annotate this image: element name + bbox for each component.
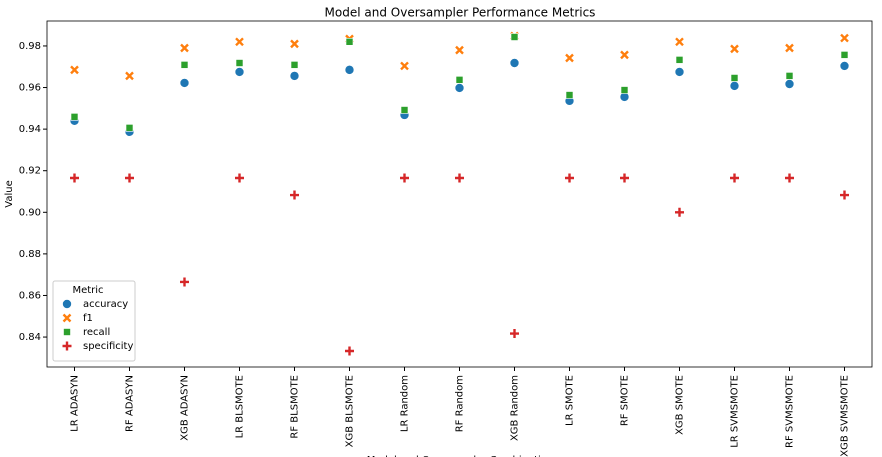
point — [675, 37, 684, 47]
point — [729, 81, 740, 91]
point — [620, 86, 629, 94]
y-tick-label: 0.92 — [19, 166, 41, 177]
legend-label: recall — [83, 327, 110, 338]
point — [730, 173, 739, 183]
x-tick-label: XGB Random — [510, 375, 521, 441]
point — [235, 37, 244, 47]
x-tick-label: XGB ADASYN — [180, 375, 191, 441]
legend-box — [52, 280, 136, 362]
point — [70, 173, 79, 183]
point — [730, 44, 739, 54]
legend-label: f1 — [83, 313, 93, 324]
x-tick-label: XGB BLSMOTE — [345, 375, 356, 447]
x-tick-label: XGB SMOTE — [675, 375, 686, 435]
y-axis-label: Value — [4, 180, 15, 207]
point — [234, 67, 245, 77]
legend: Metric accuracy f1 recall specificity — [52, 280, 136, 362]
y-tick-label: 0.96 — [19, 83, 41, 94]
point — [290, 190, 299, 200]
y-tick-label: 0.84 — [19, 332, 41, 343]
x-tick-label: LR SVMSMOTE — [730, 375, 741, 448]
point — [400, 173, 409, 183]
x-tick-label: RF SMOTE — [620, 375, 631, 426]
point — [785, 173, 794, 183]
x-tick-label: LR Random — [400, 375, 411, 432]
point — [235, 59, 244, 67]
point — [510, 33, 519, 41]
legend-label: specificity — [83, 341, 133, 352]
x-axis-label: Model and Oversampler Combination — [367, 455, 553, 457]
legend-marker — [62, 341, 72, 351]
point — [125, 124, 134, 132]
y-tick-label: 0.86 — [19, 290, 41, 301]
legend-label: accuracy — [83, 299, 128, 310]
point — [839, 61, 850, 71]
chart-title: Model and Oversampler Performance Metric… — [325, 6, 596, 20]
point — [620, 50, 629, 60]
point — [840, 190, 849, 200]
legend-marker — [62, 299, 72, 309]
point — [125, 173, 134, 183]
point — [290, 61, 299, 69]
point — [730, 74, 739, 82]
point — [455, 45, 464, 55]
x-tick-label: RF Random — [455, 375, 466, 432]
y-tick-label: 0.94 — [19, 124, 41, 135]
point — [509, 58, 520, 68]
point — [675, 207, 684, 217]
point — [180, 61, 189, 69]
point — [840, 33, 849, 43]
x-tick-label: LR BLSMOTE — [235, 375, 246, 438]
point — [290, 39, 299, 49]
point — [345, 37, 354, 46]
point — [344, 65, 355, 75]
x-tick-label: RF ADASYN — [125, 375, 136, 432]
point — [345, 346, 354, 356]
point — [784, 79, 795, 89]
x-tick-label: XGB SVMSMOTE — [840, 375, 851, 457]
point — [785, 72, 794, 80]
point — [180, 277, 189, 287]
point — [565, 91, 574, 99]
point — [785, 43, 794, 53]
point — [289, 71, 300, 81]
point — [620, 173, 629, 183]
point — [180, 43, 189, 53]
point — [840, 51, 849, 59]
point — [455, 76, 464, 84]
legend-title: Metric — [72, 285, 103, 296]
point — [510, 329, 519, 339]
x-tick-label: RF SVMSMOTE — [785, 375, 796, 448]
legend-marker — [63, 328, 71, 336]
point — [179, 78, 190, 88]
point — [70, 113, 79, 121]
x-tick-label: LR SMOTE — [565, 375, 576, 426]
point — [675, 56, 684, 64]
point — [565, 53, 574, 63]
y-tick-label: 0.98 — [19, 41, 41, 52]
point — [455, 173, 464, 183]
legend-marker — [62, 313, 72, 323]
x-tick-label: LR ADASYN — [70, 375, 81, 432]
plot-frame — [46, 20, 873, 368]
point — [400, 61, 409, 71]
point — [674, 67, 685, 77]
point — [454, 83, 465, 93]
point — [125, 71, 134, 81]
y-tick-label: 0.88 — [19, 249, 41, 260]
point — [565, 173, 574, 183]
point — [70, 65, 79, 75]
x-tick-label: RF BLSMOTE — [290, 375, 301, 439]
y-tick-label: 0.90 — [19, 207, 41, 218]
point — [235, 173, 244, 183]
point — [400, 106, 409, 114]
